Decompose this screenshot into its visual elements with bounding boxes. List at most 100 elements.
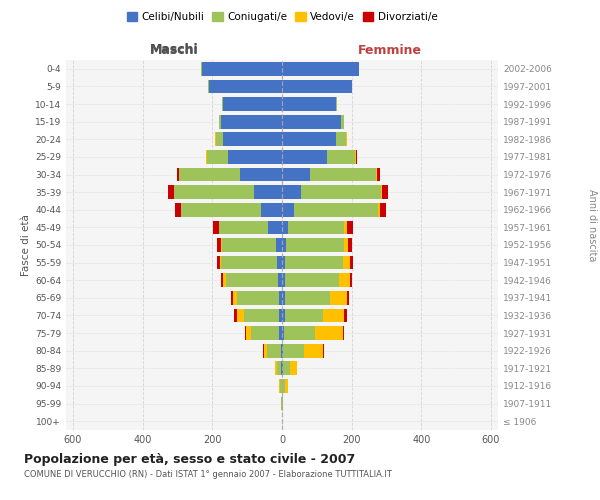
Bar [223,97,282,111]
Bar [175,203,181,216]
Bar [181,203,261,216]
Bar [347,220,353,234]
Bar [336,132,346,146]
Bar [381,186,382,199]
Bar [222,97,223,111]
Text: Maschi: Maschi [149,44,199,57]
Bar [284,326,316,340]
Bar [282,291,285,304]
Bar [347,291,349,304]
Bar [266,344,281,358]
Bar [174,186,254,199]
Bar [222,238,276,252]
Bar [282,220,288,234]
Bar [348,238,352,252]
Bar [277,256,282,270]
Bar [240,168,282,181]
Text: Anni di nascita: Anni di nascita [587,189,597,261]
Bar [355,150,356,164]
Bar [323,308,344,322]
Bar [290,362,296,375]
Bar [221,274,223,287]
Bar [223,274,226,287]
Bar [221,238,222,252]
Bar [282,308,285,322]
Bar [245,326,246,340]
Bar [219,220,268,234]
Bar [343,256,350,270]
Bar [344,220,347,234]
Bar [233,291,237,304]
Bar [275,362,277,375]
Bar [344,238,348,252]
Bar [206,150,207,164]
Bar [263,344,264,358]
Bar [343,326,344,340]
Bar [226,274,278,287]
Bar [219,115,221,128]
Bar [209,80,282,94]
Bar [278,308,282,322]
Bar [207,150,228,164]
Bar [382,186,388,199]
Bar [310,168,376,181]
Bar [282,344,283,358]
Bar [377,168,380,181]
Bar [341,115,344,128]
Bar [282,326,284,340]
Text: COMUNE DI VERUCCHIO (RN) - Dati ISTAT 1° gennaio 2007 - Elaborazione TUTTITALIA.: COMUNE DI VERUCCHIO (RN) - Dati ISTAT 1°… [24,470,392,479]
Bar [344,308,347,322]
Bar [282,132,336,146]
Bar [304,344,323,358]
Bar [251,326,279,340]
Bar [217,238,221,252]
Bar [244,308,278,322]
Text: Maschi: Maschi [149,44,199,58]
Bar [288,220,344,234]
Bar [280,379,281,393]
Bar [286,274,340,287]
Bar [218,220,219,234]
Bar [282,97,336,111]
Bar [254,186,282,199]
Bar [283,344,304,358]
Y-axis label: Fasce di età: Fasce di età [21,214,31,276]
Bar [237,308,244,322]
Bar [279,379,280,393]
Bar [231,291,233,304]
Bar [282,396,283,410]
Bar [285,308,323,322]
Bar [268,220,282,234]
Bar [278,274,282,287]
Bar [282,115,341,128]
Bar [217,256,220,270]
Bar [278,291,282,304]
Bar [202,62,282,76]
Bar [282,168,310,181]
Bar [282,62,359,76]
Bar [169,186,173,199]
Bar [216,132,223,146]
Bar [296,362,298,375]
Bar [282,80,352,94]
Bar [283,379,285,393]
Bar [285,379,288,393]
Bar [282,274,286,287]
Bar [261,203,282,216]
Bar [177,168,179,181]
Bar [201,62,202,76]
Bar [281,362,282,375]
Bar [264,344,266,358]
Bar [380,203,386,216]
Bar [286,256,343,270]
Bar [277,362,281,375]
Bar [336,97,337,111]
Bar [281,344,282,358]
Bar [350,274,352,287]
Bar [208,80,209,94]
Bar [228,150,282,164]
Bar [285,291,330,304]
Bar [282,238,286,252]
Bar [282,256,286,270]
Bar [340,274,350,287]
